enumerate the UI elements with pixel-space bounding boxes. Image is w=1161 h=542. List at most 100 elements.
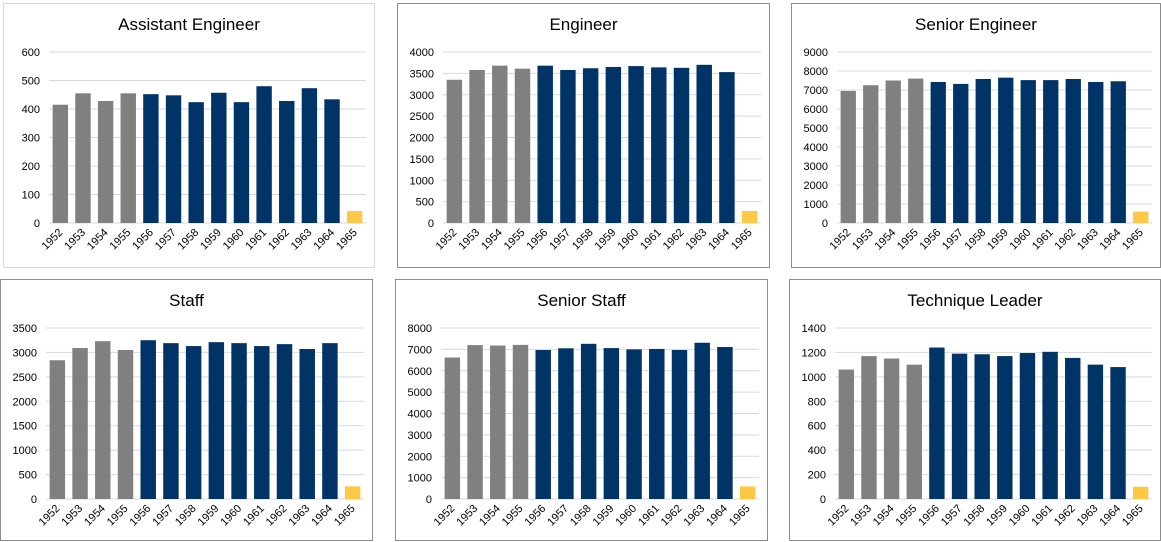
x-tick-label: 1965: [1120, 227, 1146, 253]
x-tick-label: 1958: [570, 227, 596, 253]
x-tick-label: 1959: [198, 227, 224, 253]
x-tick-label: 1958: [173, 503, 199, 529]
bar-1962: [1065, 357, 1081, 499]
x-tick-label: 1952: [37, 503, 63, 529]
bar-1953: [467, 345, 483, 499]
x-tick-label: 1954: [479, 227, 505, 253]
y-tick-label: 2500: [13, 372, 37, 384]
bar-1956: [535, 350, 551, 499]
bar-1963: [301, 88, 318, 223]
x-tick-label: 1963: [684, 227, 710, 253]
bar-1963: [1087, 364, 1104, 499]
x-tick-label: 1956: [525, 227, 551, 253]
bar-1958: [188, 102, 204, 223]
y-tick-label: 3500: [13, 323, 37, 335]
bar-1954: [492, 65, 508, 224]
bar-1964: [1110, 81, 1126, 223]
y-tick-label: 1200: [802, 347, 826, 359]
x-tick-label: 1954: [85, 227, 111, 253]
x-tick-label: 1954: [871, 503, 897, 529]
x-tick-label: 1957: [940, 227, 966, 253]
y-tick-label: 0: [34, 218, 40, 230]
y-tick-label: 7000: [408, 344, 432, 356]
x-tick-label: 1953: [62, 227, 88, 253]
x-tick-label: 1959: [985, 227, 1011, 253]
bar-1952: [444, 357, 461, 499]
y-tick-label: 2500: [410, 111, 434, 123]
bar-1957: [951, 353, 968, 499]
bar-1957: [165, 95, 182, 223]
y-tick-label: 1000: [13, 445, 37, 457]
x-tick-label: 1952: [434, 227, 460, 253]
x-tick-label: 1965: [727, 503, 753, 529]
x-tick-label: 1965: [729, 227, 755, 253]
y-tick-label: 4000: [410, 47, 434, 59]
bar-1964: [324, 99, 340, 223]
y-tick-label: 300: [22, 133, 40, 145]
bar-1953: [469, 69, 485, 223]
x-tick-label: 1954: [477, 503, 503, 529]
y-tick-label: 1500: [410, 154, 434, 166]
x-tick-label: 1965: [1120, 503, 1146, 529]
y-tick-label: 500: [19, 470, 37, 482]
y-tick-label: 2000: [408, 451, 432, 463]
chart-panel-technique-leader: Technique Leader 0 200 400 600 800 1000 1200 14…: [789, 279, 1161, 541]
chart-title: Senior Staff: [537, 291, 626, 310]
x-tick-label: 1960: [1007, 503, 1033, 529]
bar-1958: [975, 78, 991, 223]
y-tick-label: 0: [820, 494, 826, 506]
x-tick-label: 1956: [918, 227, 944, 253]
bar-1955: [906, 364, 922, 499]
bar-1963: [299, 349, 315, 499]
y-tick-label: 4000: [804, 142, 828, 154]
x-tick-label: 1952: [828, 227, 854, 253]
y-tick-label: 2000: [13, 396, 37, 408]
bar-1958: [582, 68, 599, 224]
bar-1960: [628, 66, 644, 223]
x-tick-label: 1958: [568, 503, 594, 529]
bar-1959: [605, 66, 622, 224]
x-tick-label: 1962: [659, 503, 685, 529]
x-tick-label: 1959: [593, 227, 619, 253]
y-tick-label: 1500: [13, 421, 37, 433]
x-tick-label: 1958: [962, 503, 988, 529]
x-tick-label: 1962: [266, 227, 292, 253]
y-tick-label: 1400: [802, 323, 826, 335]
x-tick-label: 1964: [1098, 227, 1124, 253]
x-tick-label: 1956: [916, 503, 942, 529]
bar-1959: [603, 348, 620, 499]
x-tick-label: 1961: [243, 227, 269, 253]
x-tick-label: 1963: [1075, 503, 1101, 529]
x-tick-label: 1957: [545, 503, 571, 529]
y-tick-label: 7000: [804, 85, 828, 97]
bar-1952: [52, 104, 69, 223]
y-tick-label: 5000: [408, 387, 432, 399]
x-tick-label: 1965: [332, 503, 358, 529]
bar-1960: [626, 349, 642, 499]
y-tick-label: 6000: [408, 366, 432, 378]
bar-1954: [883, 358, 900, 499]
x-tick-label: 1952: [40, 227, 66, 253]
bar-1956: [537, 65, 553, 224]
bar-1953: [75, 93, 91, 223]
x-tick-label: 1957: [547, 227, 573, 253]
y-tick-label: 2000: [804, 180, 828, 192]
bar-1960: [1020, 80, 1036, 224]
bar-1965: [739, 486, 756, 499]
bar-1961: [651, 67, 667, 223]
y-tick-label: 500: [22, 76, 40, 88]
x-tick-label: 1953: [59, 503, 85, 529]
bar-1959: [211, 92, 227, 223]
chart-title: Senior Engineer: [915, 15, 1037, 34]
y-tick-label: 0: [428, 218, 434, 230]
chart-title: Engineer: [549, 15, 618, 34]
bar-1961: [649, 348, 665, 499]
y-tick-label: 800: [808, 396, 826, 408]
bar-1956: [930, 82, 946, 224]
bar-1956: [143, 94, 159, 224]
x-tick-label: 1960: [615, 227, 641, 253]
bar-1963: [694, 342, 710, 499]
bar-1964: [717, 347, 733, 499]
bar-1959: [997, 356, 1013, 499]
y-tick-label: 3000: [804, 161, 828, 173]
